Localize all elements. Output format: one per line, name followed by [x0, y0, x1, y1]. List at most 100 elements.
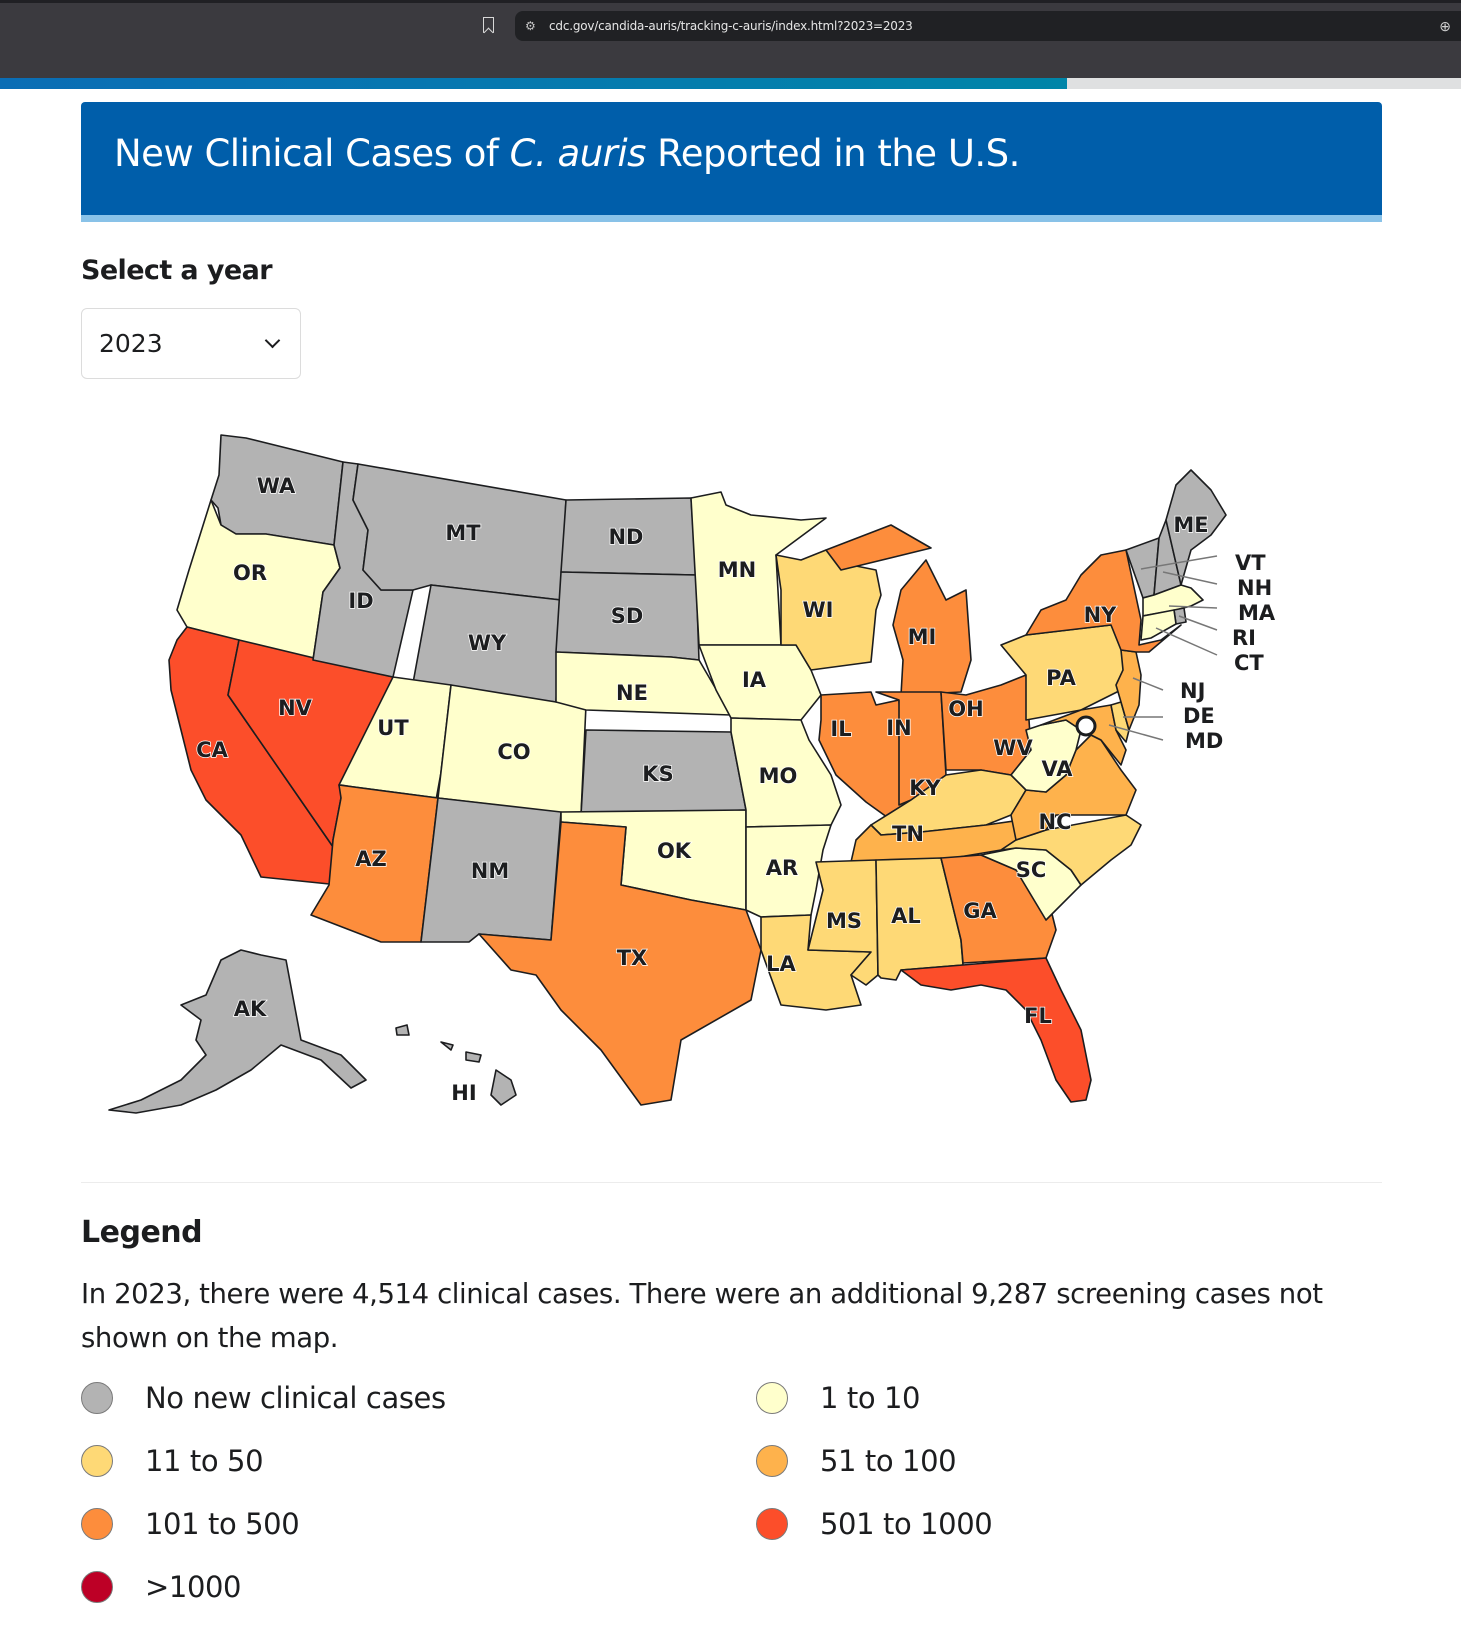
state-label-co: CO [497, 740, 530, 764]
title-banner: New Clinical Cases of C. auris Reported … [81, 102, 1382, 222]
leader-nj [1132, 677, 1164, 691]
state-mo[interactable] [730, 717, 842, 828]
state-label-sd: SD [611, 604, 644, 628]
state-label-id: ID [348, 589, 373, 613]
state-label-mn: MN [718, 558, 756, 582]
legend-item-c3: 51 to 100 [756, 1443, 1356, 1478]
state-label-nd: ND [608, 525, 643, 549]
year-select-value[interactable]: 2023 [99, 329, 163, 358]
year-select[interactable]: 2023 [81, 308, 301, 379]
state-label-oh: OH [948, 697, 983, 721]
state-label-tx: TX [617, 946, 648, 970]
section-divider [81, 1182, 1382, 1183]
state-label-az: AZ [355, 847, 386, 871]
legend-item-c5: 501 to 1000 [756, 1506, 1356, 1541]
state-fl[interactable] [900, 957, 1092, 1103]
state-label-ct: CT [1234, 651, 1264, 675]
state-label-de: DE [1183, 704, 1215, 728]
address-bar[interactable]: ⚙ cdc.gov/candida-auris/tracking-c-auris… [515, 11, 1461, 41]
state-me[interactable] [1165, 469, 1227, 586]
state-label-pa: PA [1046, 666, 1076, 690]
state-ak[interactable] [108, 949, 367, 1114]
us-map: WA OR CA NV ID MT WY UT CO AZ NM ND SD NE KS OK TX MN IA MO… [81, 430, 1382, 1180]
legend-item-c2: 11 to 50 [81, 1443, 756, 1478]
state-la[interactable] [760, 914, 872, 1011]
leader-nh [1162, 571, 1218, 585]
title-species: C. auris [509, 132, 647, 175]
state-label-wi: WI [803, 598, 834, 622]
site-settings-icon[interactable]: ⚙ [525, 19, 536, 33]
state-label-il: IL [830, 717, 851, 741]
legend-label: 101 to 500 [145, 1506, 300, 1541]
state-ny[interactable] [1025, 549, 1182, 653]
state-label-ne: NE [616, 681, 648, 705]
legend-label: 1 to 10 [820, 1380, 921, 1415]
state-label-al: AL [891, 904, 921, 928]
state-label-in: IN [886, 716, 911, 740]
legend-swatch-icon [81, 1381, 113, 1414]
state-label-ny: NY [1084, 603, 1118, 627]
state-label-ok: OK [657, 839, 692, 863]
legend-swatch-icon [756, 1507, 788, 1540]
state-label-nm: NM [471, 859, 509, 883]
state-label-ms: MS [826, 909, 862, 933]
state-ar[interactable] [745, 824, 832, 918]
state-label-md: MD [1185, 729, 1223, 753]
callout-leader-lines [1108, 555, 1218, 741]
page-load-progress [0, 78, 1461, 89]
legend-label: No new clinical cases [145, 1380, 446, 1415]
legend-title: Legend [81, 1215, 203, 1250]
state-mi[interactable] [825, 524, 972, 696]
bookmark-icon[interactable] [483, 17, 494, 33]
title-text-end: Reported in the U.S. [645, 132, 1020, 175]
state-label-ak: AK [234, 997, 267, 1021]
state-label-ia: IA [742, 668, 767, 692]
legend-swatch-icon [756, 1444, 788, 1477]
state-label-va: VA [1041, 757, 1073, 781]
state-label-wa: WA [257, 474, 296, 498]
legend-label: 11 to 50 [145, 1443, 264, 1478]
state-label-vt: VT [1235, 551, 1266, 575]
state-label-sc: SC [1016, 858, 1047, 882]
legend-swatch-icon [81, 1570, 113, 1603]
state-label-ky: KY [909, 776, 941, 800]
legend-label: >1000 [145, 1569, 242, 1604]
state-label-nh: NH [1237, 576, 1272, 600]
legend-label: 501 to 1000 [820, 1506, 993, 1541]
state-label-or: OR [233, 561, 267, 585]
state-label-nj: NJ [1180, 679, 1205, 703]
state-label-wv: WV [993, 736, 1033, 760]
browser-toolbar: ⚙ cdc.gov/candida-auris/tracking-c-auris… [0, 0, 1461, 78]
state-label-ma: MA [1238, 601, 1276, 625]
legend-swatch-icon [756, 1381, 788, 1414]
state-label-me: ME [1173, 513, 1208, 537]
url-text[interactable]: cdc.gov/candida-auris/tracking-c-auris/i… [549, 19, 913, 33]
us-map-svg: WA OR CA NV ID MT WY UT CO AZ NM ND SD NE KS OK TX MN IA MO… [108, 434, 1277, 1114]
chevron-down-icon[interactable] [264, 332, 281, 349]
dc-marker[interactable] [1075, 715, 1097, 737]
state-label-ri: RI [1232, 626, 1256, 650]
title-text-start: New Clinical Cases of [114, 132, 510, 175]
state-label-nc: NC [1039, 810, 1072, 834]
state-label-ks: KS [642, 762, 673, 786]
page-title: New Clinical Cases of C. auris Reported … [114, 132, 1020, 175]
state-label-ca: CA [196, 738, 228, 762]
year-select-label: Select a year [81, 255, 273, 286]
leader-ri [1178, 615, 1218, 631]
leader-md [1108, 724, 1164, 741]
state-label-wy: WY [468, 631, 507, 655]
legend-item-c6: >1000 [81, 1569, 756, 1604]
leader-ma [1168, 605, 1218, 609]
state-tx[interactable] [478, 821, 762, 1106]
state-label-ut: UT [377, 716, 409, 740]
state-label-hi: HI [451, 1081, 476, 1105]
state-label-mo: MO [759, 764, 798, 788]
state-label-mi: MI [908, 625, 937, 649]
state-de[interactable] [1110, 701, 1130, 743]
state-label-ar: AR [766, 856, 798, 880]
state-label-nv: NV [278, 696, 313, 720]
legend-label: 51 to 100 [820, 1443, 957, 1478]
zoom-icon[interactable]: ⊕ [1439, 17, 1451, 34]
legend-item-c4: 101 to 500 [81, 1506, 756, 1541]
state-hi[interactable] [395, 1024, 517, 1106]
